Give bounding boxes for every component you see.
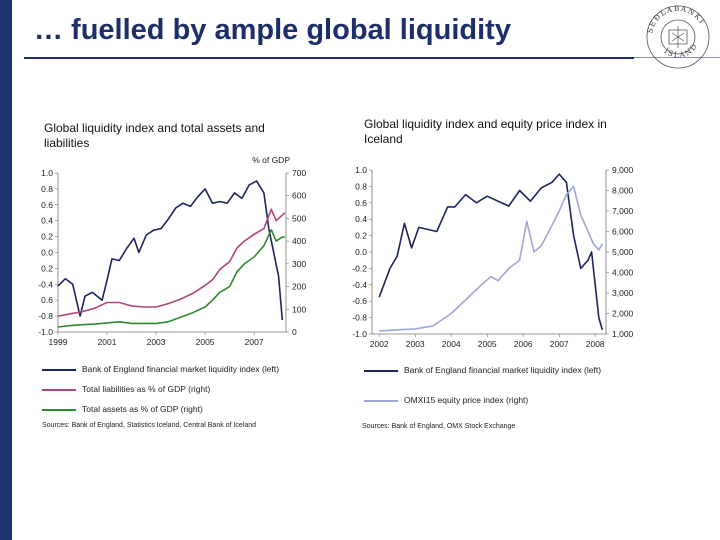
legend-label: Total assets as % of GDP (right) <box>82 404 203 414</box>
legend-swatch <box>42 369 76 371</box>
right-tick-label: 7,000 <box>612 206 634 216</box>
legend-label: OMXI15 equity price index (right) <box>404 395 529 405</box>
left-accent-bar <box>0 0 12 540</box>
legend-item-omx: OMXI15 equity price index (right) <box>364 395 644 415</box>
left-tick-label: 1.0 <box>355 165 367 175</box>
legend-item-liabilities: Total liabilities as % of GDP (right) <box>42 384 322 404</box>
left-tick-label: 0.4 <box>355 214 367 224</box>
x-tick-label: 1999 <box>49 337 68 347</box>
left-tick-label: 0.0 <box>355 247 367 257</box>
x-tick-label: 2001 <box>98 337 117 347</box>
x-tick-label: 2007 <box>550 339 569 349</box>
left-tick-label: 0.4 <box>41 216 53 226</box>
left-source-note: Sources: Bank of England, Statistics Ice… <box>42 422 257 429</box>
legend-item-assets: Total assets as % of GDP (right) <box>42 404 322 424</box>
x-tick-label: 2003 <box>147 337 166 347</box>
left-tick-label: 1.0 <box>41 168 53 178</box>
left-tick-label: 0.6 <box>41 295 53 305</box>
right-tick-label: 400 <box>292 236 306 246</box>
left-tick-label: -1.0 <box>38 327 53 337</box>
left-tick-label: -0.4 <box>352 280 367 290</box>
slide-title: … fuelled by ample global liquidity <box>34 14 511 46</box>
left-chart-title: Global liquidity index and total assets … <box>44 121 265 150</box>
x-tick-label: 2005 <box>196 337 215 347</box>
sedlabanki-seal-icon: SEÐLABANKI ÍSLANDS <box>645 4 710 69</box>
series-line-1 <box>57 208 286 317</box>
right-chart: 1.0 0.8 0.6 0.4 0.2 0.0 -0.2 -0.4 -0.6 -0.8 -1.0 9,… <box>352 165 634 349</box>
left-tick-label: -1.0 <box>352 329 367 339</box>
legend-swatch <box>42 389 76 391</box>
x-tick-label: 2006 <box>514 339 533 349</box>
right-tick-label: 3,000 <box>612 288 634 298</box>
right-tick-label: 700 <box>292 168 306 178</box>
series-line-0 <box>378 173 604 331</box>
legend-label: Bank of England financial market liquidi… <box>404 365 602 375</box>
legend-item-liquidity: Bank of England financial market liquidi… <box>364 365 644 395</box>
series-line-2 <box>57 229 286 328</box>
right-source-note: Sources: Bank of England, OMX Stock Exch… <box>362 423 516 430</box>
left-tick-label: 0.8 <box>355 181 367 191</box>
right-legend: Bank of England financial market liquidi… <box>364 365 644 415</box>
left-tick-label: -0.8 <box>38 311 53 321</box>
series-line-1 <box>379 185 604 332</box>
legend-swatch <box>364 400 398 402</box>
left-chart: 1.0 0.8 0.6 0.4 0.2 0.0 0.2 -0.4 0.6 -0.8 -1.0 700 6… <box>38 155 306 347</box>
x-tick-label: 2004 <box>442 339 461 349</box>
left-tick-label: 0.6 <box>41 200 53 210</box>
left-tick-label: 0.6 <box>355 198 367 208</box>
right-tick-label: 9,000 <box>612 165 634 175</box>
left-tick-label: -0.6 <box>352 296 367 306</box>
left-tick-label: 0.2 <box>41 232 53 242</box>
title-underline-tail <box>634 57 720 58</box>
series-line-0 <box>57 180 284 321</box>
legend-item-liquidity: Bank of England financial market liquidi… <box>42 364 322 384</box>
left-tick-label: -0.8 <box>352 313 367 323</box>
x-tick-label: 2003 <box>406 339 425 349</box>
right-tick-label: 2,000 <box>612 309 634 319</box>
right-tick-label: 8,000 <box>612 186 634 196</box>
x-tick-label: 2002 <box>370 339 389 349</box>
left-tick-label: 0.2 <box>355 231 367 241</box>
right-tick-label: 0 <box>292 327 297 337</box>
left-tick-label: 0.0 <box>41 248 53 258</box>
right-tick-label: 300 <box>292 259 306 269</box>
right-chart-title: Global liquidity index and equity price … <box>364 117 607 146</box>
left-tick-label: 0.8 <box>41 184 53 194</box>
x-tick-label: 2008 <box>586 339 605 349</box>
legend-label: Total liabilities as % of GDP (right) <box>82 384 211 394</box>
left-tick-label: -0.2 <box>352 263 367 273</box>
right-tick-label: 100 <box>292 304 306 314</box>
x-tick-label: 2007 <box>245 337 264 347</box>
left-tick-label: -0.4 <box>38 279 53 289</box>
left-tick-label: 0.2 <box>41 263 53 273</box>
x-tick-label: 2005 <box>478 339 497 349</box>
right-tick-label: 600 <box>292 191 306 201</box>
right-tick-label: 500 <box>292 213 306 223</box>
legend-label: Bank of England financial market liquidi… <box>82 364 280 374</box>
left-legend: Bank of England financial market liquidi… <box>42 364 322 424</box>
right-tick-label: 6,000 <box>612 227 634 237</box>
right-tick-label: 200 <box>292 282 306 292</box>
title-underline <box>24 57 634 59</box>
right-tick-label: 1,000 <box>612 329 634 339</box>
legend-swatch <box>364 370 398 372</box>
legend-swatch <box>42 409 76 411</box>
right-tick-label: 5,000 <box>612 247 634 257</box>
right-tick-label: 4,000 <box>612 268 634 278</box>
right-axis-unit: % of GDP <box>252 155 290 165</box>
